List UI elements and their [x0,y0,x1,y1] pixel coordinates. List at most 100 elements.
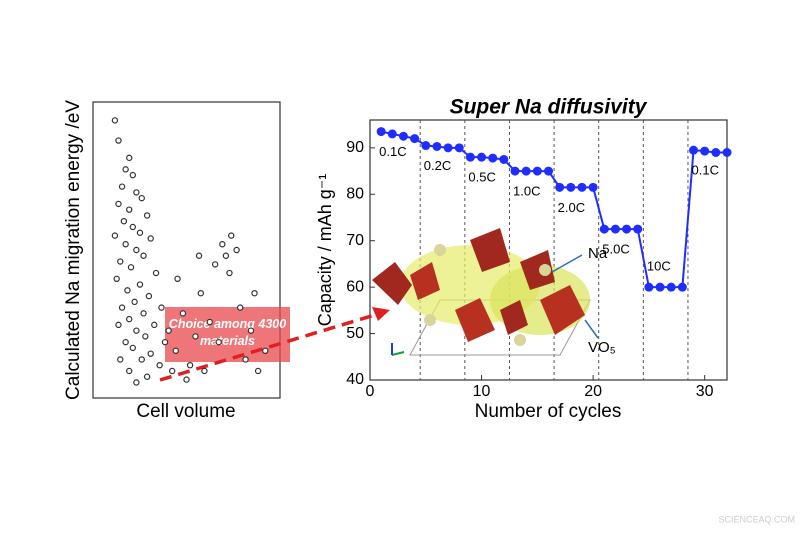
chart-title: Super Na diffusivity [450,96,648,119]
scatter-point [197,290,205,297]
scatter-point [115,200,122,208]
scatter-point [242,356,249,363]
scatter-point [136,281,144,288]
right-xlabel: Number of cycles [475,401,622,422]
pointer [551,254,583,273]
data-point [711,148,721,157]
scatter-point [133,246,140,254]
data-point [521,166,531,176]
scatter-point [183,376,190,383]
polyhedron [410,262,440,300]
scatter-point [206,318,213,326]
rate-label: 0.1C [379,144,406,159]
polyhedron [520,250,555,290]
rate-label: 2.0C [558,200,585,215]
left-frame [92,101,281,399]
scatter-point [142,333,149,340]
scatter-point [129,171,136,179]
data-point [622,224,632,234]
scatter-point [161,338,169,346]
na-atom [424,314,436,326]
scatter-point [222,252,230,259]
scatter-point [138,356,145,363]
scatter-point [262,347,269,354]
annotation-text: Choice among 4300 materials [168,317,287,348]
scatter-point [126,154,133,162]
scatter-point [151,321,158,329]
data-point [465,152,475,162]
scatter-point [254,367,262,375]
scatter-point [129,344,136,352]
data-point [477,152,487,162]
data-point [644,282,654,292]
scatter-point [122,241,129,248]
left-xlabel: Cell volume [136,401,235,422]
data-point [443,143,453,153]
data-point [398,131,408,141]
scatter-point [251,290,258,297]
rate-label: 10C [647,259,671,274]
scatter-point [143,373,151,380]
data-point [655,282,665,292]
data-point [610,224,620,234]
scatter-point [226,269,233,277]
scatter-point [174,275,181,282]
scatter-point [118,304,126,311]
scatter-point [115,137,122,144]
scatter-point [117,258,124,265]
right-ylabel: Capacity / mAh g⁻¹ [315,174,335,327]
x-tick-label: 0 [366,383,375,400]
data-point [689,145,699,155]
scatter-point [136,229,144,236]
rate-label: 0.5C [468,170,495,185]
scatter-point [127,264,135,271]
crystal-structure: Na VO₅ [372,228,616,356]
data-point [510,166,520,176]
scatter-point [219,241,226,248]
scatter-point [201,367,208,375]
scatter-point [129,223,136,231]
data-point [722,148,732,157]
right-frame [369,119,728,381]
x-tick-label: 20 [584,383,602,400]
scatter-point [165,327,172,334]
axis-glyph [391,351,405,356]
scatter-point [145,292,153,300]
structure-label: VO₅ [588,339,616,356]
scatter-point [179,310,187,317]
data-point [577,182,587,192]
scatter-point [122,338,129,346]
data-point [454,143,464,153]
scatter-point [247,327,255,334]
data-point [700,146,710,156]
scatter-point [118,183,126,190]
scatter-point [120,217,128,225]
scatter-point [233,246,240,254]
polyhedron [470,228,510,272]
data-point [677,282,687,292]
scatter-point [143,212,151,219]
y-tick-label: 90 [346,139,364,156]
scatter-point [117,356,124,363]
data-point [387,129,397,139]
data-point [376,127,386,137]
scatter-point [186,362,194,369]
scatter-point [133,327,140,334]
scatter-point [236,304,244,311]
annotation-wrap: Choice among 4300 materials [168,317,287,348]
data-point [633,224,643,234]
scatter-point [192,333,199,340]
scatter-point [168,367,176,375]
na-atom [514,334,526,346]
scatter-point [140,310,147,317]
y-tick-label: 80 [346,186,364,203]
scatter-point [215,338,222,346]
scatter-point [140,252,147,259]
annotation-box [165,307,290,362]
x-tick-label: 10 [473,383,491,400]
left-ylabel: Calculated Na migration energy /eV [63,100,84,400]
scatter-point [147,235,154,242]
data-point [666,282,676,292]
scatter-point [133,379,140,386]
